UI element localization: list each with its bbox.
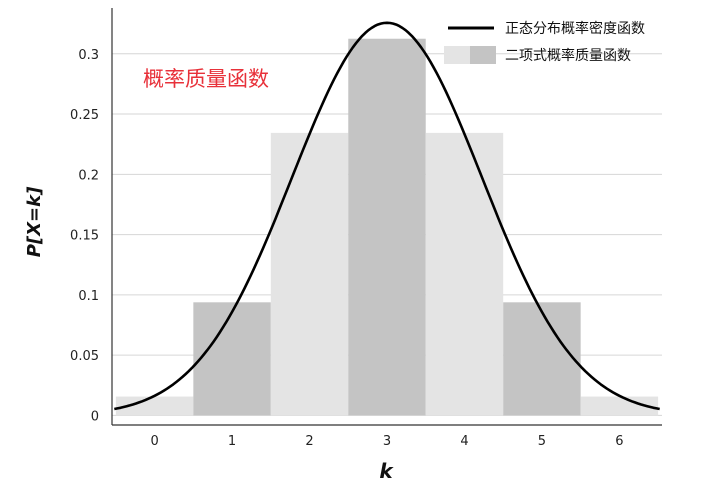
y-tick-label-3: 0.15 (70, 229, 99, 244)
bar-k6 (580, 396, 659, 416)
y-tick-label-0: 0 (91, 409, 99, 424)
annotation-text: 概率质量函数 (143, 67, 269, 91)
x-tick-label-3: 3 (383, 434, 391, 449)
y-axis-label: P[X=k] (24, 186, 45, 257)
bar-k1 (193, 302, 271, 416)
bar-k2 (270, 132, 349, 416)
legend-label-binomial: 二项式概率质量函数 (505, 47, 631, 64)
bar-k3 (348, 38, 426, 416)
y-tick-label-5: 0.25 (70, 108, 99, 123)
legend-label-normal: 正态分布概率密度函数 (505, 20, 645, 37)
y-tick-label-1: 0.05 (70, 349, 99, 364)
y-tick-label-2: 0.1 (78, 289, 99, 304)
x-tick-label-2: 2 (305, 434, 313, 449)
y-tick-labels: 0 0.05 0.1 0.15 0.2 0.25 0.3 (70, 48, 99, 425)
bars (115, 38, 659, 416)
axes (111, 8, 662, 426)
x-tick-label-4: 4 (460, 434, 468, 449)
legend: 正态分布概率密度函数 二项式概率质量函数 (444, 20, 645, 64)
legend-bar-swatch-light (444, 46, 470, 64)
bar-k5 (503, 302, 581, 416)
normal-density-curve (114, 21, 660, 411)
y-tick-label-6: 0.3 (78, 48, 99, 63)
x-tick-label-6: 6 (615, 434, 623, 449)
x-tick-label-0: 0 (150, 434, 158, 449)
bar-k0 (115, 396, 194, 416)
x-tick-label-5: 5 (538, 434, 546, 449)
curve-layer (114, 21, 660, 411)
x-tick-labels: 0 1 2 3 4 5 6 (150, 434, 623, 449)
x-axis-label: k (379, 459, 394, 483)
y-tick-label-4: 0.2 (78, 168, 99, 183)
x-tick-label-1: 1 (228, 434, 236, 449)
legend-bar-swatch-dark (470, 46, 496, 64)
bar-k4 (425, 132, 504, 416)
